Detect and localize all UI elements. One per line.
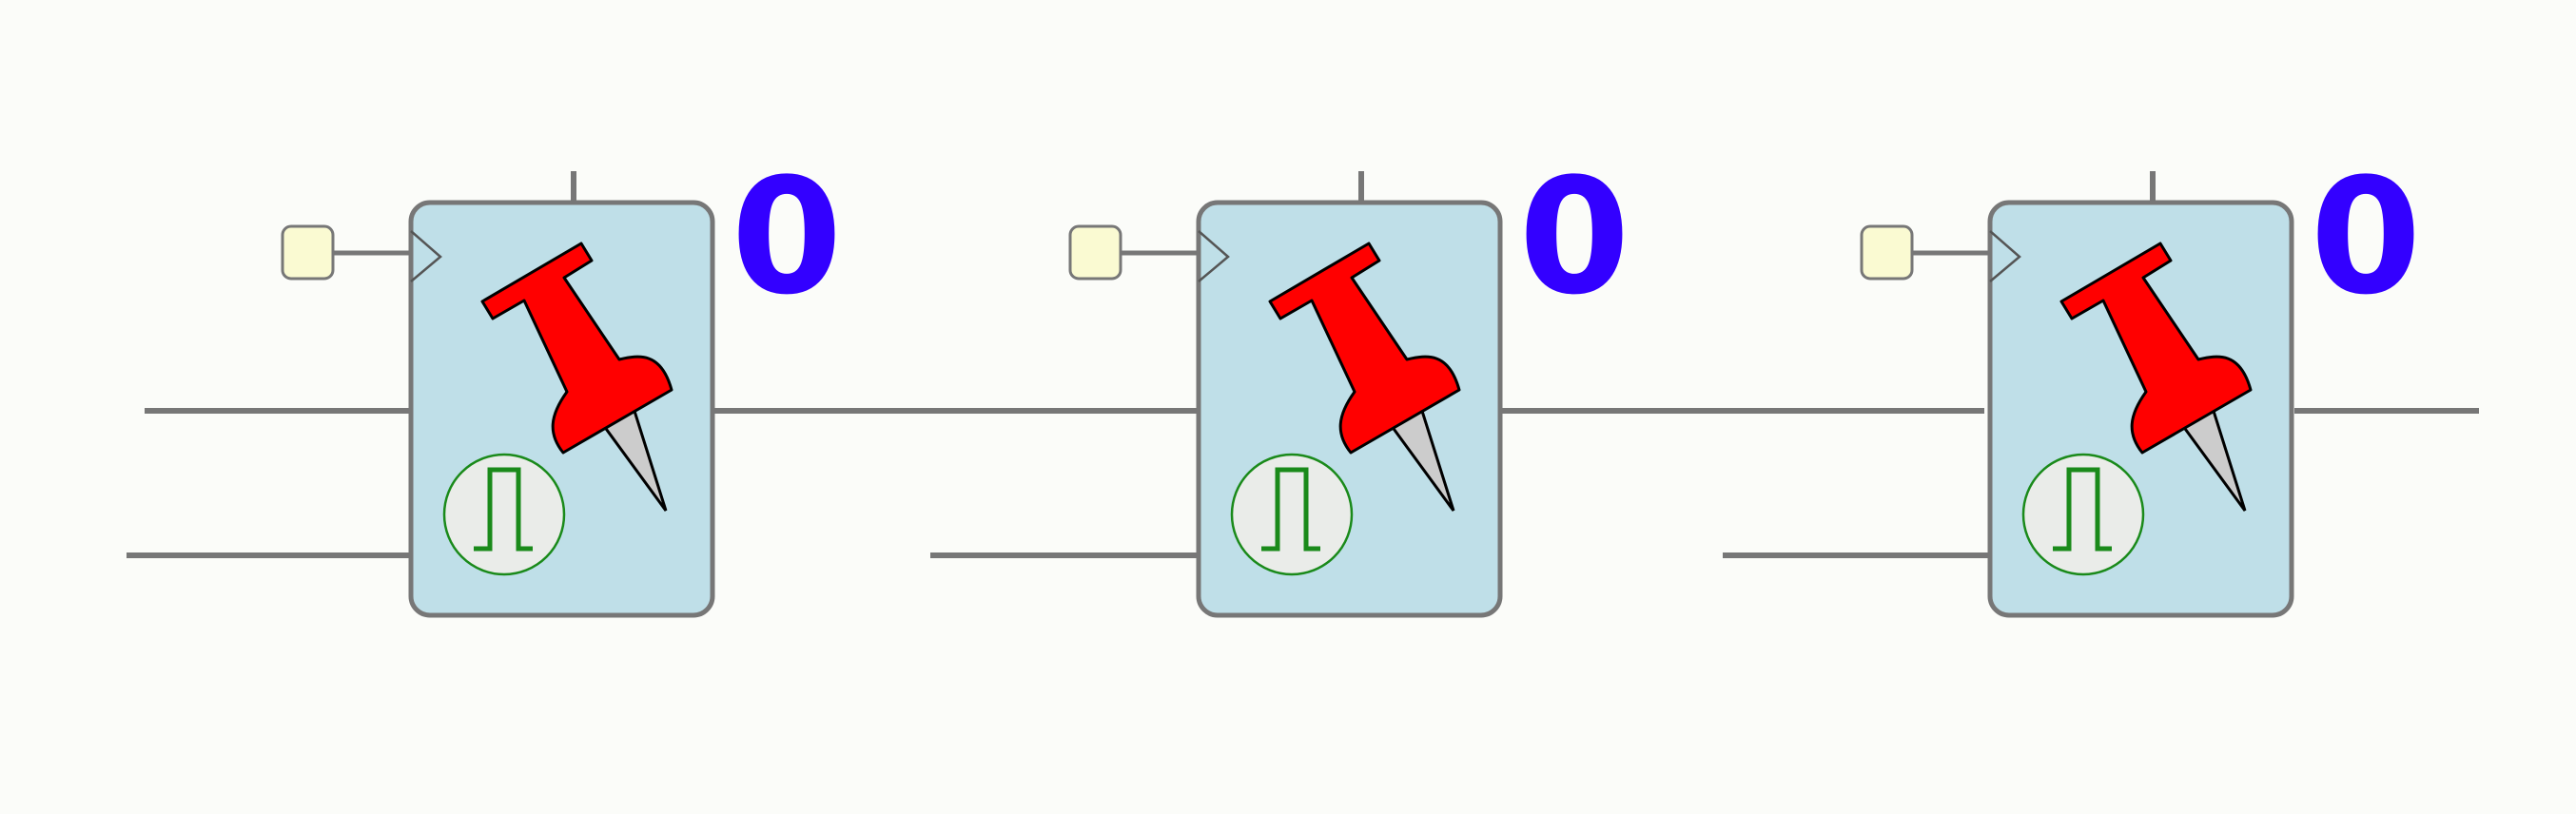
- clock-input-triangle-icon: [410, 230, 442, 282]
- input-port[interactable]: [1068, 224, 1122, 281]
- pushpin-icon: [480, 242, 673, 512]
- register-value: 0: [1519, 144, 1630, 330]
- register-value: 0: [732, 144, 843, 330]
- input-port[interactable]: [1860, 224, 1914, 281]
- wires: [127, 408, 2479, 558]
- register-block-2[interactable]: 0: [1068, 144, 1630, 618]
- register-block-1[interactable]: 0: [281, 144, 843, 618]
- clock-pulse-icon: [2021, 453, 2145, 576]
- clock-input-triangle-icon: [1198, 230, 1230, 282]
- register-block-3[interactable]: 0: [1860, 144, 2422, 618]
- pushpin-icon: [2059, 242, 2253, 512]
- pushpin-icon: [1268, 242, 1461, 512]
- input-port[interactable]: [281, 224, 335, 281]
- clock-pulse-icon: [442, 453, 566, 576]
- clock-pulse-icon: [1230, 453, 1354, 576]
- register-value: 0: [2311, 144, 2422, 330]
- clock-input-triangle-icon: [1989, 230, 2021, 282]
